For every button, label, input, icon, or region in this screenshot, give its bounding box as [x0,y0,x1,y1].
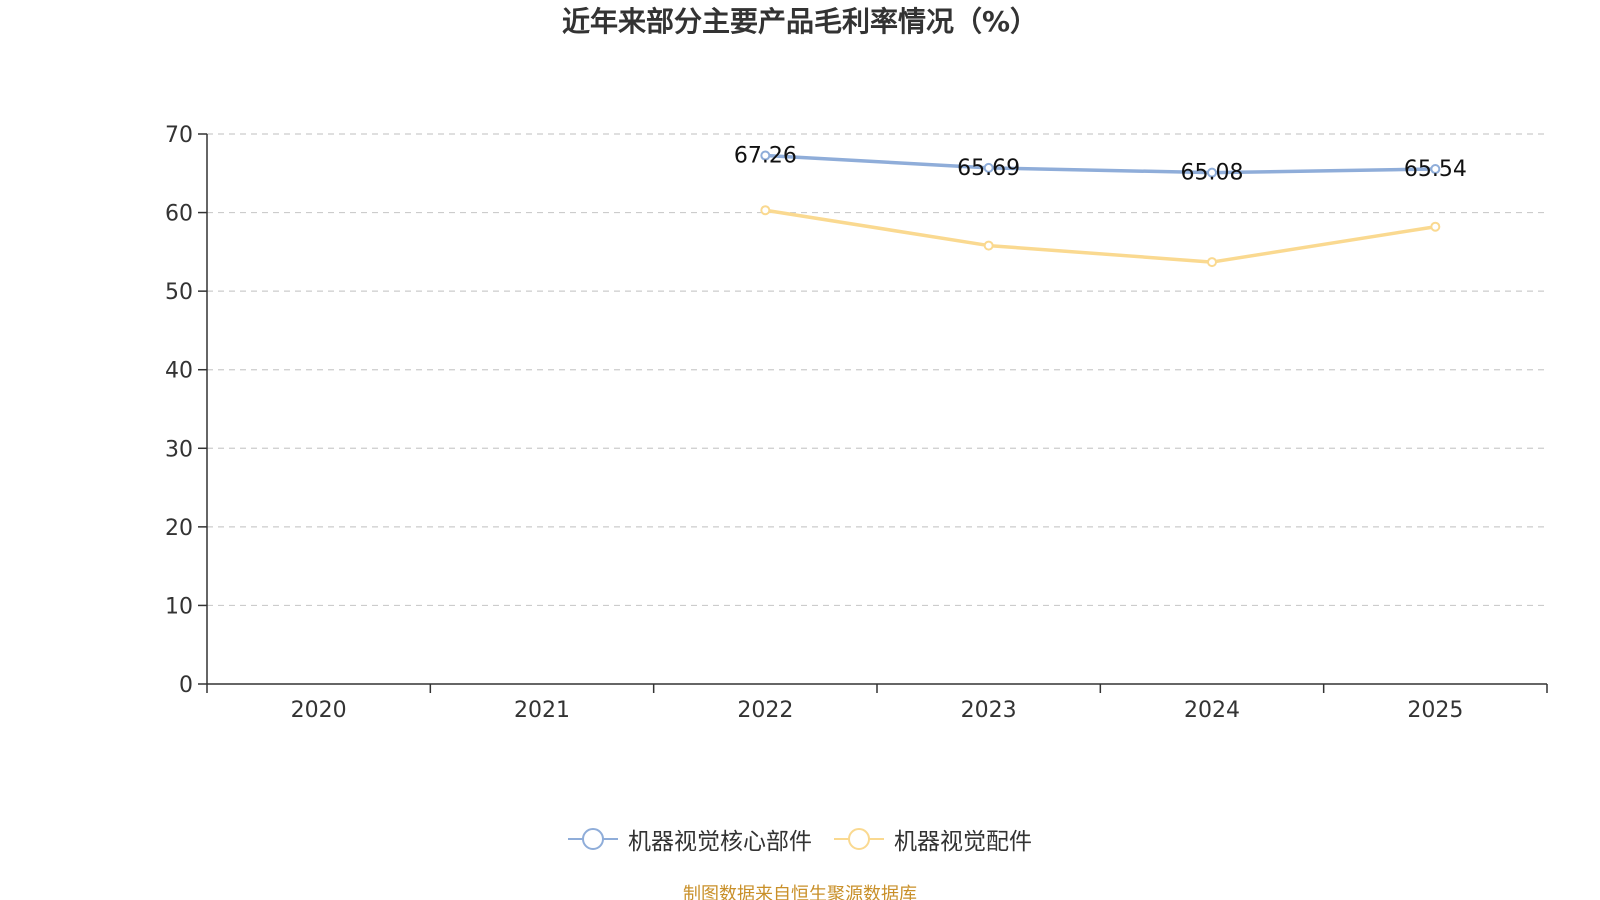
y-tick-label-70: 70 [165,123,193,148]
data-point-s1-2025[interactable] [1430,221,1441,232]
x-tick-label-2024: 2024 [1184,698,1240,723]
y-tick-label-0: 0 [179,673,193,698]
source-note: 制图数据来自恒生聚源数据库 [683,884,917,900]
x-tick-label-2022: 2022 [737,698,793,723]
data-label-s0-2022: 67.26 [734,144,797,169]
data-point-s1-2022[interactable] [760,205,771,216]
legend-item-accessories[interactable]: 机器视觉配件 [834,822,1032,856]
y-tick-label-50: 50 [165,280,193,305]
legend-item-core-parts[interactable]: 机器视觉核心部件 [568,822,812,856]
y-tick-label-40: 40 [165,359,193,384]
legend-marker-accessories-icon [834,828,884,850]
legend: 机器视觉核心部件 机器视觉配件 [0,822,1600,856]
x-tick-label-2023: 2023 [961,698,1017,723]
data-point-s1-2023[interactable] [983,240,994,251]
data-point-s0-2025[interactable] [1430,164,1441,175]
x-tick-label-2020: 2020 [291,698,347,723]
y-tick-label-30: 30 [165,437,193,462]
data-label-s0-2025: 65.54 [1404,157,1467,182]
y-tick-label-10: 10 [165,594,193,619]
line-chart: 0 10 20 30 40 50 60 70 2020 2021 2022 2023 2024 2025 6… [165,123,1548,723]
y-tick-label-20: 20 [165,516,193,541]
y-tick-label-60: 60 [165,202,193,227]
series-line-0 [763,153,1438,175]
data-label-s0-2024: 65.08 [1181,161,1244,186]
x-tick-label-2021: 2021 [514,698,570,723]
series-line-1 [763,208,1438,264]
legend-marker-core-parts-icon [568,828,618,850]
data-point-s1-2024[interactable] [1207,257,1217,268]
x-tick-label-2025: 2025 [1407,698,1463,723]
data-point-s0-2022[interactable] [760,150,771,161]
data-label-s0-2023: 65.69 [957,156,1020,181]
data-point-s0-2024[interactable] [1207,167,1217,178]
data-point-s0-2023[interactable] [983,162,994,173]
legend-label-core-parts: 机器视觉核心部件 [628,829,812,855]
chart-title: 近年来部分主要产品毛利率情况（%） [561,5,1039,38]
legend-label-accessories: 机器视觉配件 [894,829,1032,855]
